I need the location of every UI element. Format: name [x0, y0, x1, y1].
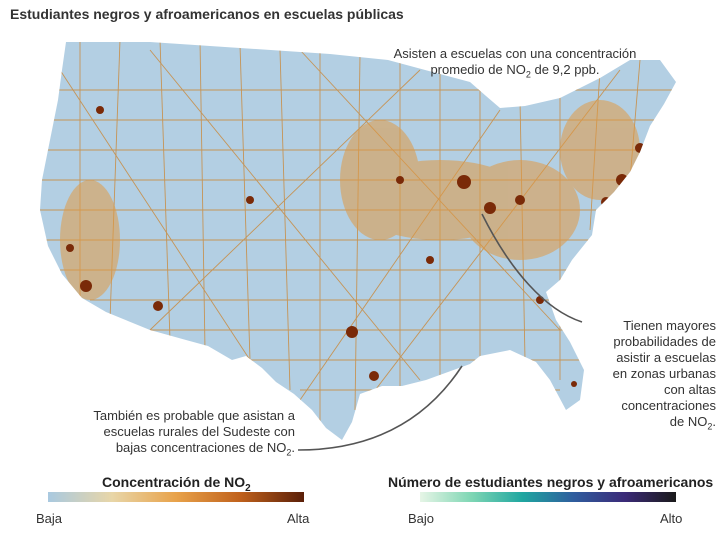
annotation-average-no2: Asisten a escuelas con una concentración…: [393, 46, 637, 80]
annotation-leader-left: [297, 365, 463, 451]
legend-students-high-label: Alto: [660, 511, 683, 526]
legend-students-title: Número de estudiantes negros y afroameri…: [388, 474, 714, 490]
us-no2-map: [40, 42, 676, 451]
road-network: [40, 42, 676, 430]
legend-no2-high-label: Alta: [287, 511, 310, 526]
legend-no2-colorbar: [48, 492, 304, 502]
legend-no2-low-label: Baja: [36, 511, 63, 526]
legend-students-low-label: Bajo: [408, 511, 435, 526]
legend-students-colorbar: [420, 492, 676, 502]
legend-no2-title: Concentración de NO2: [102, 474, 251, 494]
annotation-leader-right: [481, 213, 583, 323]
map-title: Estudiantes negros y afroamericanos en e…: [10, 6, 404, 22]
annotation-rural-southeast: También es probable que asistan a escuel…: [93, 408, 295, 458]
annotation-urban-schools: Tienen mayores probabilidades de asistir…: [612, 318, 716, 432]
